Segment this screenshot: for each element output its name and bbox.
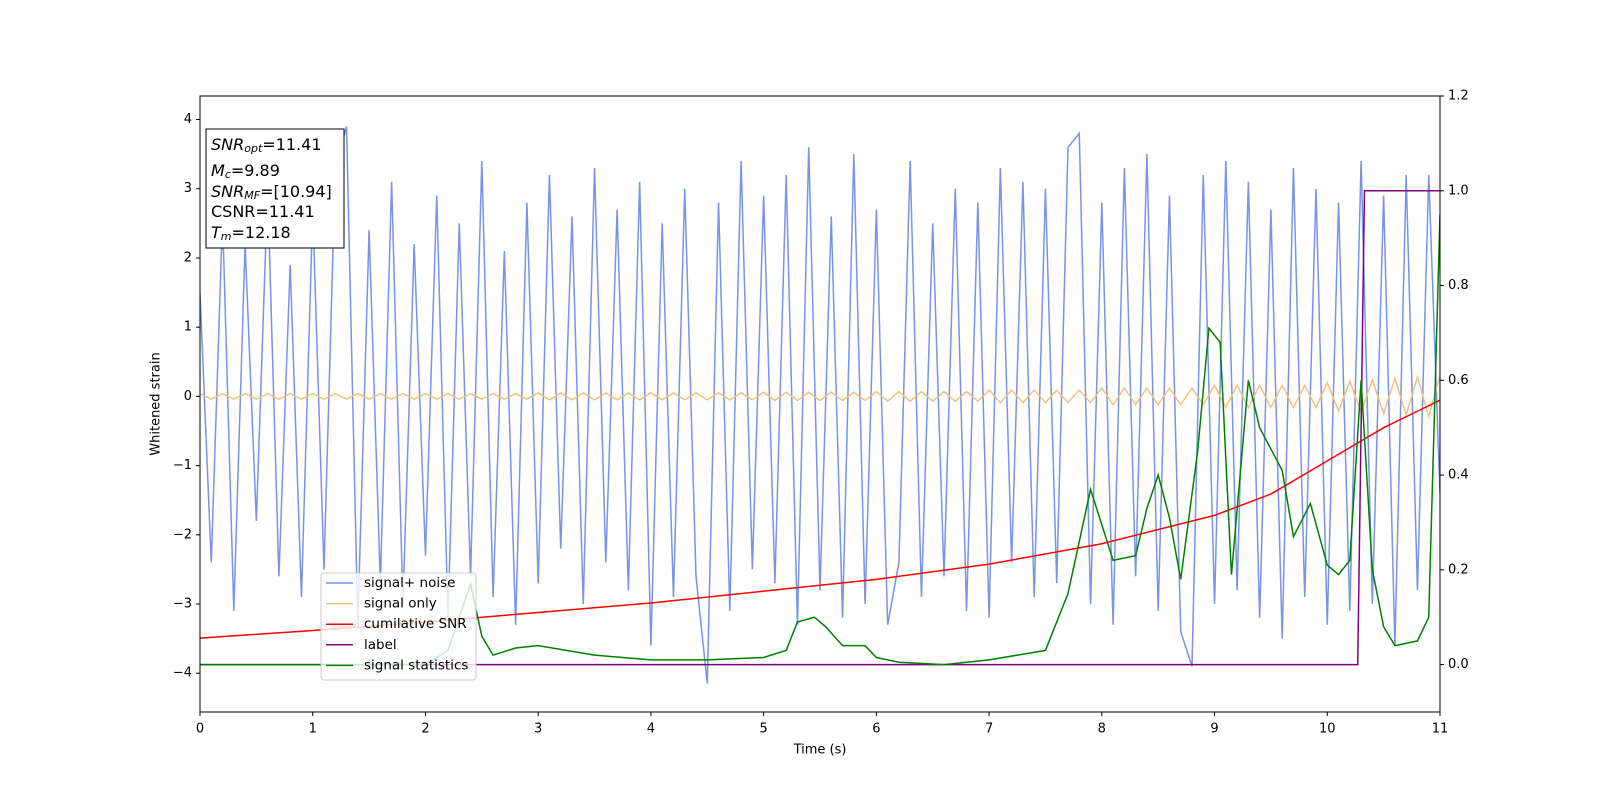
legend-label: signal only: [364, 596, 437, 612]
x-tick-label: 10: [1319, 722, 1336, 737]
y-tick-label: 4: [184, 112, 192, 127]
series-line: [200, 214, 1440, 666]
annotation-rest: =11.41: [255, 202, 314, 221]
x-axis-label: Time (s): [793, 743, 847, 758]
x-tick-label: 1: [309, 722, 317, 737]
y2-tick-label: 0.8: [1448, 278, 1469, 293]
y2-tick-label: 0.2: [1448, 562, 1469, 577]
x-tick-label: 6: [872, 722, 880, 737]
plot-frame: [199, 95, 1441, 713]
series-line: [200, 126, 1440, 684]
y2-tick-label: 1.0: [1448, 183, 1469, 198]
x-tick-label: 5: [759, 722, 767, 737]
y2-tick-label: 1.2: [1448, 89, 1469, 104]
annotation-main: T: [211, 223, 222, 242]
annotation: CSNR=11.41: [211, 202, 315, 221]
annotation-rest: =[10.94]: [260, 182, 332, 201]
annotation-rest: =11.41: [262, 135, 321, 154]
y-tick-label: −4: [173, 666, 192, 681]
legend-label: signal+ noise: [364, 575, 455, 591]
y2-tick-label: 0.6: [1448, 373, 1469, 388]
y-tick-label: −3: [173, 597, 192, 612]
x-tick-label: 4: [647, 722, 655, 737]
annotation-sub: opt: [244, 142, 263, 155]
y-tick-label: 2: [184, 250, 192, 265]
annotation-main: CSNR: [211, 202, 255, 221]
x-tick-label: 3: [534, 722, 542, 737]
y-axis-label: Whitened strain: [149, 352, 164, 455]
y-tick-label: 0: [184, 389, 192, 404]
y-tick-label: −1: [173, 458, 192, 473]
annotation: Mc=9.89: [211, 161, 280, 182]
annotation-main: M: [211, 161, 225, 180]
annotation-rest: =12.18: [232, 223, 291, 242]
series-line: [200, 190, 1440, 666]
legend-label: signal statistics: [364, 657, 468, 673]
annotation: Tm=12.18: [211, 223, 291, 244]
x-tick-label: 8: [1098, 722, 1106, 737]
y-tick-label: −2: [173, 527, 192, 542]
legend-label: cumilative SNR: [364, 616, 467, 632]
annotation: SNRMF=[10.94]: [211, 182, 332, 203]
legend-box: [320, 572, 477, 681]
y-tick-label: 1: [184, 320, 192, 335]
x-tick-label: 2: [421, 722, 429, 737]
annotation-box: [205, 128, 345, 249]
x-tick-label: 9: [1210, 722, 1218, 737]
series-line: [200, 374, 1440, 420]
y2-tick-label: 0.4: [1448, 468, 1469, 483]
x-tick-label: 0: [196, 722, 204, 737]
y-tick-label: 3: [184, 181, 192, 196]
y2-tick-label: 0.0: [1448, 657, 1469, 672]
x-tick-label: 11: [1432, 722, 1449, 737]
x-tick-label: 7: [985, 722, 993, 737]
annotation-main: SNR: [211, 135, 244, 154]
annotation-main: SNR: [211, 182, 244, 201]
legend-label: label: [364, 637, 397, 653]
annotation-rest: =9.89: [231, 161, 280, 180]
annotation-sub: MF: [244, 189, 260, 202]
annotation: SNRopt=11.41: [211, 135, 322, 156]
annotation-sub: m: [221, 230, 232, 243]
annotation-sub: c: [225, 168, 231, 181]
